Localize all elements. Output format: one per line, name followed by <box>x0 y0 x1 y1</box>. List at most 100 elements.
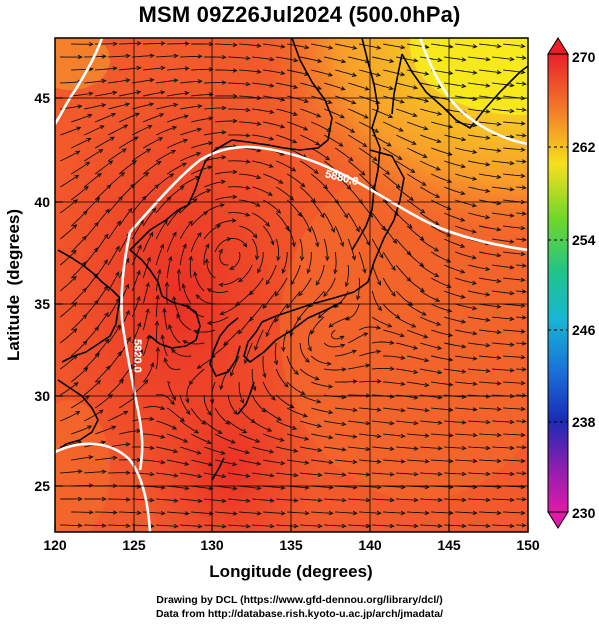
streamline <box>180 128 202 136</box>
streamline-arrow <box>356 295 361 301</box>
streamline-arrow <box>485 445 491 451</box>
streamline-arrow <box>77 496 83 502</box>
streamline <box>444 342 466 348</box>
streamline-arrow <box>149 497 155 503</box>
streamline-arrow <box>460 319 467 324</box>
streamline-arrow <box>316 399 322 404</box>
streamline-arrow <box>101 440 107 445</box>
streamline-arrow <box>155 294 160 300</box>
streamline-arrow <box>471 176 478 181</box>
streamline-arrow <box>279 124 286 129</box>
streamline <box>311 43 333 49</box>
streamline <box>142 208 157 227</box>
streamline-arrow <box>276 256 281 262</box>
streamline-arrow <box>521 393 527 398</box>
streamline-arrow <box>376 349 382 354</box>
streamline-arrow <box>460 190 466 196</box>
streamline-arrow <box>485 135 491 140</box>
streamline-arrow <box>268 449 275 454</box>
streamline-arrow <box>303 98 309 103</box>
streamline <box>420 368 442 374</box>
streamline-arrow <box>172 295 177 301</box>
streamline-arrow <box>207 165 213 170</box>
streamline <box>358 121 379 133</box>
streamline-arrow <box>293 84 299 89</box>
streamline-arrow <box>496 174 502 180</box>
streamline-arrow <box>461 57 467 62</box>
streamline-arrow <box>168 323 173 330</box>
streamline <box>227 394 238 415</box>
streamline-arrow <box>285 226 290 232</box>
streamline <box>324 472 346 476</box>
streamline-arrow <box>230 439 236 444</box>
streamline-arrow <box>521 159 527 164</box>
streamline-arrow <box>437 523 443 529</box>
temperature-field <box>55 38 528 532</box>
streamline-arrow <box>496 381 502 386</box>
streamline-arrow <box>267 427 273 432</box>
streamline <box>207 316 229 324</box>
streamline-arrow <box>245 56 251 61</box>
streamline <box>215 120 237 123</box>
streamline <box>324 108 345 119</box>
streamline-arrow <box>229 371 235 377</box>
streamline <box>479 329 501 333</box>
streamline-arrow <box>437 57 443 63</box>
streamline <box>345 303 360 321</box>
streamline-arrow <box>328 409 334 415</box>
streamline-arrow <box>144 172 150 177</box>
streamline-arrow <box>136 41 142 46</box>
streamline-arrow <box>125 523 131 529</box>
streamline-arrow <box>424 510 430 516</box>
streamline <box>228 134 250 137</box>
streamline-arrow <box>400 433 406 439</box>
streamline-arrow <box>328 435 334 440</box>
streamline <box>228 82 250 85</box>
streamline <box>395 238 412 256</box>
streamline <box>383 433 405 437</box>
streamline <box>290 316 301 337</box>
streamline-arrow <box>437 370 443 375</box>
streamline-arrow <box>410 168 416 173</box>
streamline <box>516 264 526 267</box>
streamline <box>492 108 514 112</box>
streamline <box>263 459 285 464</box>
streamline <box>189 256 192 279</box>
streamline-arrow <box>71 249 77 255</box>
streamline <box>171 348 192 357</box>
streamline-arrow <box>75 410 81 416</box>
streamline <box>286 225 295 247</box>
streamline <box>131 296 140 318</box>
streamline <box>345 264 349 287</box>
streamline <box>191 68 213 71</box>
streamline <box>335 350 357 357</box>
streamline-arrow <box>448 382 454 387</box>
streamline <box>372 472 394 476</box>
streamline-arrow <box>306 268 311 275</box>
streamline-arrow <box>262 304 268 310</box>
streamline <box>299 238 303 261</box>
streamline-arrow <box>520 95 526 101</box>
streamline-arrow <box>521 289 527 294</box>
x-tick-label: 125 <box>122 537 146 553</box>
streamline-arrow <box>520 458 526 464</box>
streamline <box>95 426 116 435</box>
streamline-arrow <box>304 44 310 50</box>
streamline <box>70 161 90 175</box>
streamline <box>190 232 202 253</box>
streamline <box>347 212 360 232</box>
streamline <box>95 457 117 461</box>
streamline-arrow <box>485 394 491 399</box>
streamline-arrow <box>256 511 262 516</box>
streamline <box>372 420 394 425</box>
streamline-arrow <box>291 167 297 172</box>
streamline-arrow <box>509 471 515 477</box>
streamline <box>382 225 397 244</box>
streamline-arrow <box>509 497 515 503</box>
streamline <box>419 186 440 198</box>
streamline <box>251 238 258 260</box>
streamline-arrow <box>461 420 467 425</box>
streamline-arrow <box>180 417 185 422</box>
streamline <box>70 314 87 331</box>
streamline <box>383 511 405 514</box>
